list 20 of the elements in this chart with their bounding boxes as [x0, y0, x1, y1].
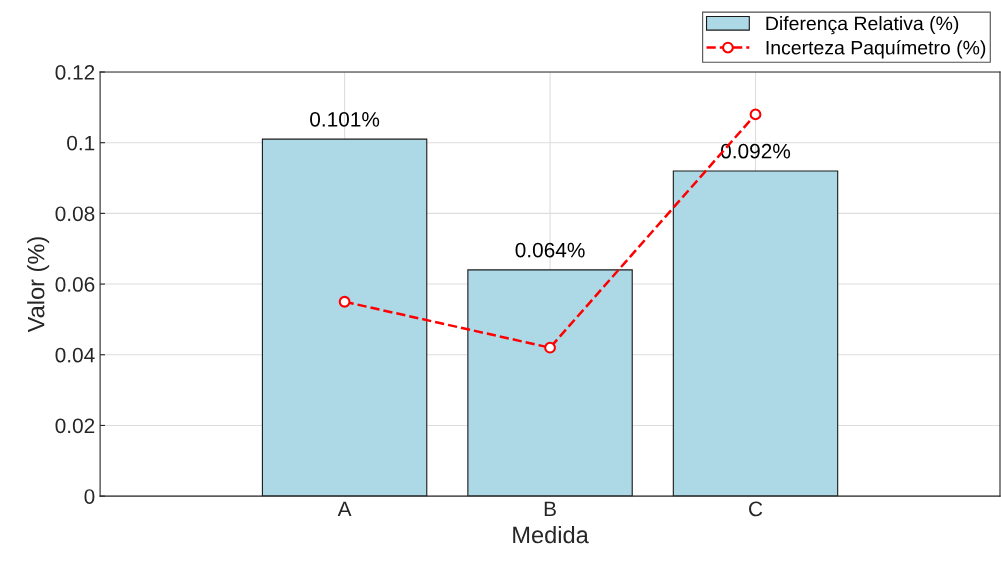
data-label: 0.101%	[310, 111, 380, 127]
y-tick-label: 0	[84, 489, 95, 504]
y-tick-label: 0.12	[55, 65, 95, 80]
point	[544, 341, 556, 354]
point	[338, 295, 351, 308]
y-tick-label: 0.06	[55, 277, 95, 292]
y-tick-label: 0.1	[67, 135, 95, 151]
x-axis-title: Medida	[513, 525, 589, 544]
x-tick-label: B	[544, 501, 556, 517]
data-label: 0.092%	[720, 143, 791, 159]
point	[749, 108, 762, 121]
data-label: 0.064%	[515, 242, 585, 258]
y-tick-label: 0.02	[55, 418, 95, 434]
legend-label: Diferença Relativa (%)	[766, 16, 959, 35]
y-tick-label: 0.08	[55, 206, 95, 222]
x-tick-label: C	[749, 501, 763, 517]
legend-label: Incerteza Paquímetro (%)	[766, 40, 986, 59]
y-tick-label: 0.04	[55, 347, 95, 363]
y-axis-title: Valor (%)	[27, 237, 50, 333]
x-tick-label: A	[337, 501, 352, 517]
